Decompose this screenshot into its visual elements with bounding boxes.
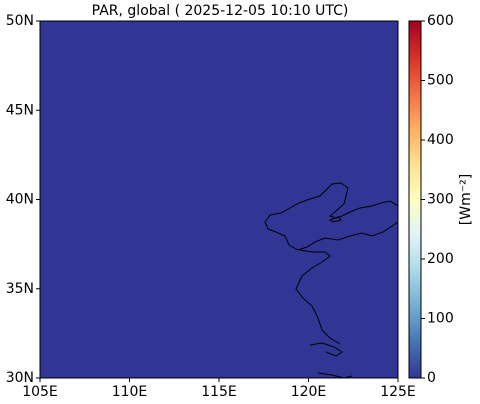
- coastline: [264, 182, 398, 378]
- x-tick-label: 115E: [201, 384, 237, 400]
- colorbar-tick-label: 500: [427, 73, 454, 89]
- colorbar-tick-label: 400: [427, 132, 454, 148]
- x-tick-label: 105E: [22, 384, 58, 400]
- y-tick-label: 45N: [6, 102, 34, 118]
- colorbar-tick-label: 300: [427, 192, 454, 208]
- x-tick-label: 110E: [112, 384, 148, 400]
- y-tick-label: 40N: [6, 192, 34, 208]
- colorbar-tick-label: 200: [427, 251, 454, 267]
- colorbar-tick-label: 600: [427, 13, 454, 29]
- colorbar-tick-label: 0: [427, 370, 436, 386]
- x-tick-label: 120E: [291, 384, 327, 400]
- colorbar-tick-label: 100: [427, 311, 454, 327]
- chart-title: PAR, global ( 2025-12-05 10:10 UTC): [92, 3, 349, 19]
- field-cell: [40, 21, 398, 378]
- x-tick-label: 125E: [380, 384, 416, 400]
- colorbar-label: [Wm⁻²]: [458, 174, 474, 225]
- y-tick-label: 35N: [6, 281, 34, 297]
- y-tick-label: 30N: [6, 370, 34, 386]
- colorbar: [408, 20, 422, 379]
- map-field: [40, 21, 398, 378]
- y-tick-label: 50N: [6, 13, 34, 29]
